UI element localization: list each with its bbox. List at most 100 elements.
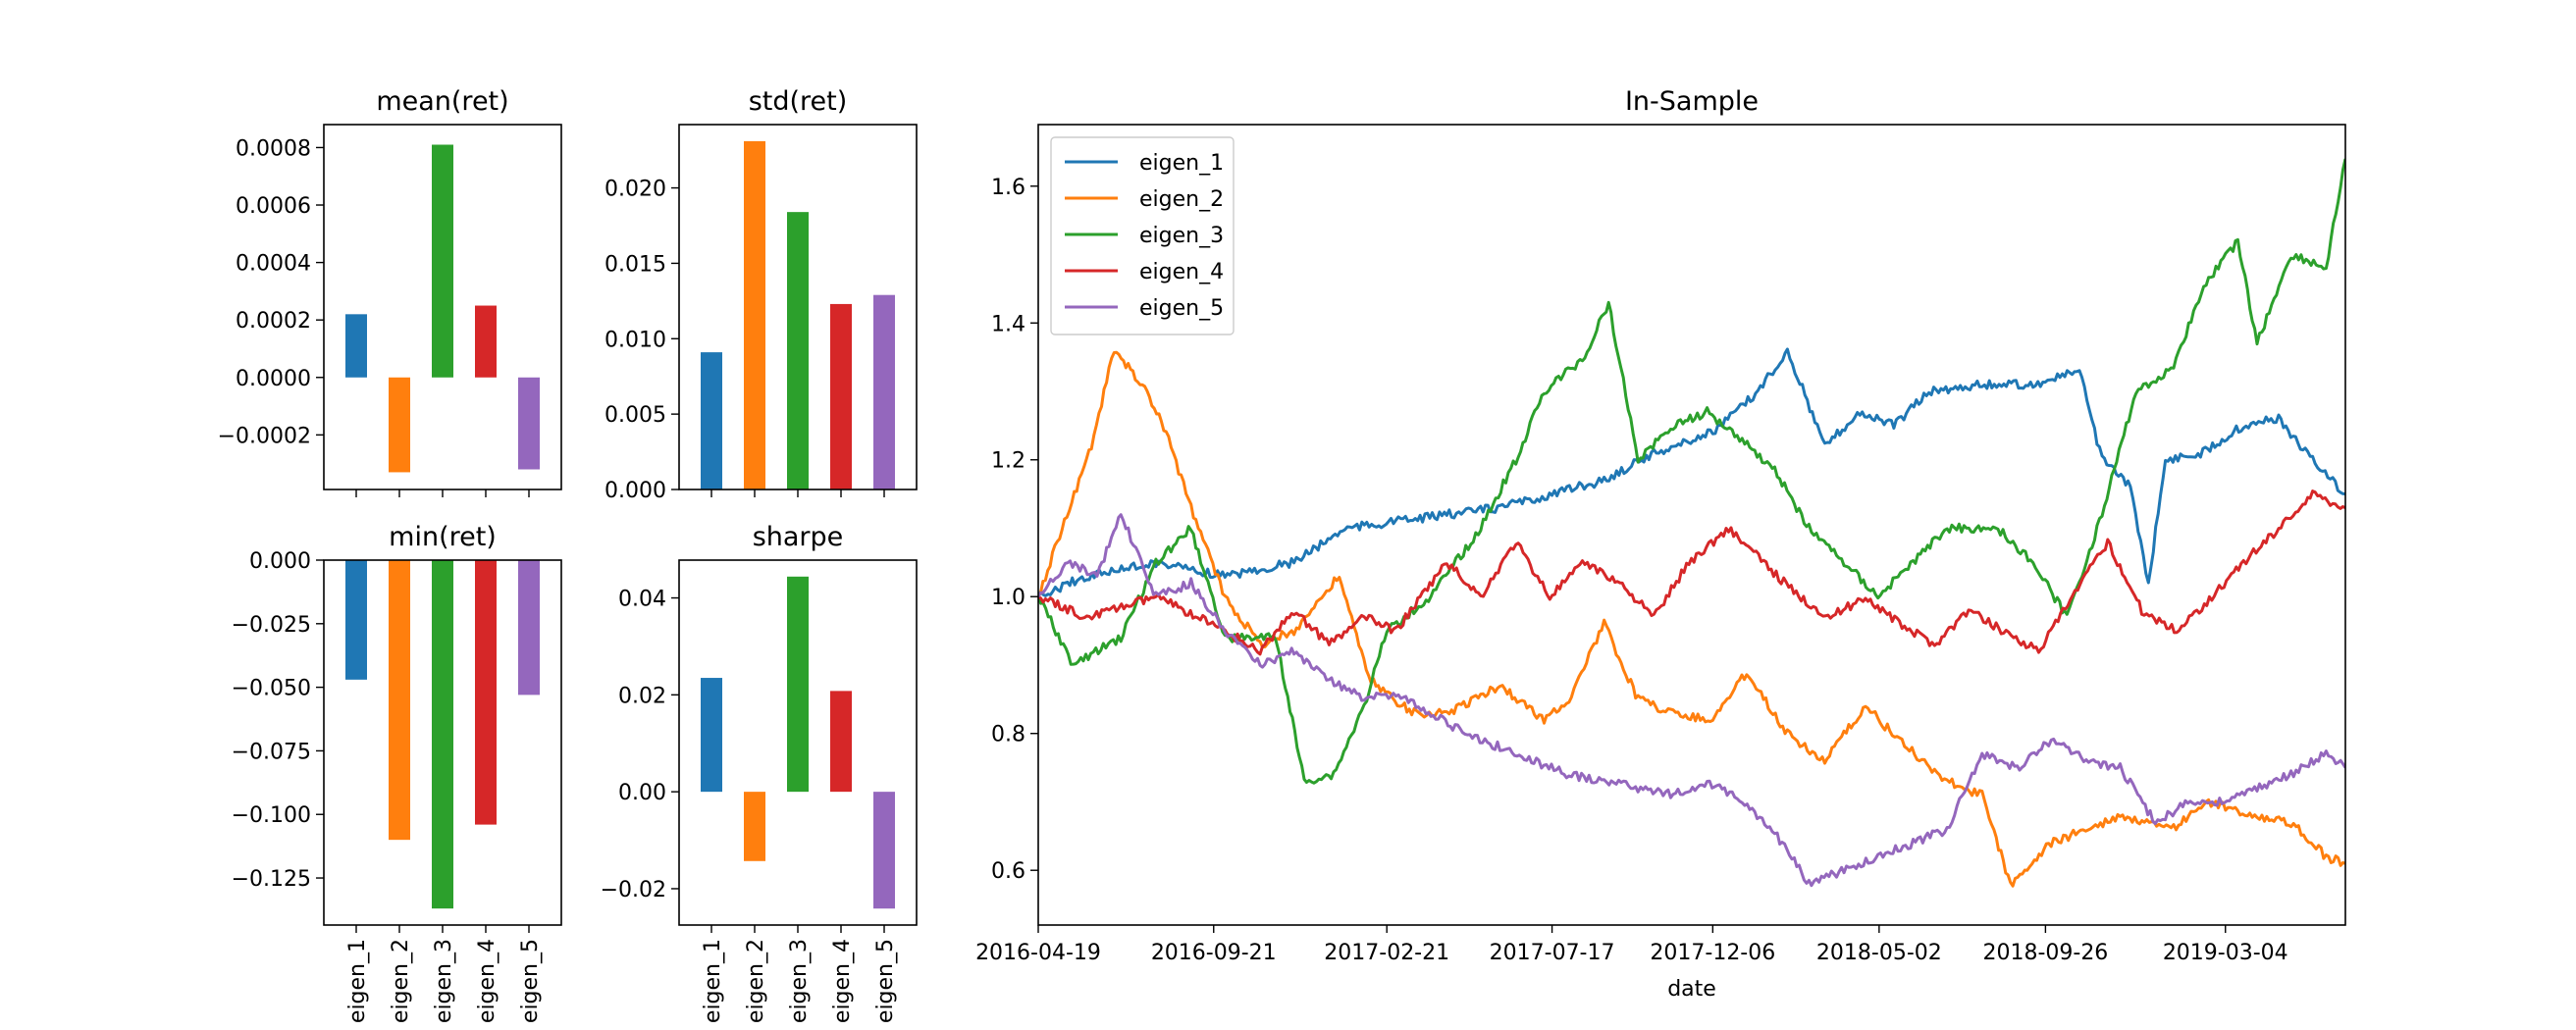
x-tick-label: eigen_1: [701, 939, 725, 1023]
axes-frame: [323, 559, 562, 926]
bar-eigen-2: [744, 140, 765, 489]
axes-frame: [678, 124, 918, 490]
x-tick-label: eigen_4: [475, 939, 499, 1023]
bar-eigen-4: [475, 305, 497, 378]
y-tick-label: 0.0008: [236, 136, 311, 161]
x-tick-label: 2018-09-26: [1982, 941, 2108, 965]
y-tick-label: 0.005: [605, 403, 666, 428]
panel-sharpe: sharpe −0.02 0.00 0.02 0.04 eigen_1 eigen_2 e…: [601, 522, 918, 1023]
bar-group: [345, 560, 540, 909]
y-axis-ticks: −0.125 −0.100 −0.075 −0.050 −0.025 0.000: [232, 549, 324, 892]
bar-eigen-1: [345, 314, 367, 378]
bar-group: [701, 576, 895, 909]
panel-title: In-Sample: [1625, 86, 1759, 117]
legend-label: eigen_3: [1139, 224, 1224, 248]
x-axis-ticks: [355, 489, 530, 497]
legend: eigen_1 eigen_2 eigen_3 eigen_4 eigen_5: [1050, 136, 1235, 335]
y-tick-label: −0.0002: [218, 424, 311, 448]
y-tick-label: 0.0002: [236, 309, 311, 334]
axes-frame: [1037, 124, 2346, 926]
x-tick-label: eigen_2: [744, 939, 768, 1023]
panel-title: mean(ret): [376, 86, 508, 117]
x-tick-label: eigen_4: [830, 939, 855, 1023]
legend-label: eigen_2: [1139, 187, 1224, 212]
bar-eigen-4: [475, 560, 497, 825]
y-tick-label: 0.6: [991, 859, 1025, 884]
y-tick-label: 0.0004: [236, 252, 311, 277]
line-group: [1038, 158, 2345, 888]
panel-mean-ret: mean(ret) −0.0002 0.0000 0.0002 0.0004 0.000…: [218, 86, 562, 497]
bar-eigen-1: [701, 678, 722, 793]
x-tick-label: eigen_2: [389, 939, 413, 1023]
y-tick-label: −0.100: [232, 803, 311, 828]
panel-std-ret: std(ret) 0.000 0.005 0.010 0.015 0.020: [605, 86, 918, 503]
y-tick-label: 0.8: [991, 723, 1025, 747]
panel-in-sample: In-Sample 0.60.81.01.21.41.6 2016-04-19 2…: [975, 86, 2346, 1002]
x-axis-ticks: [710, 489, 885, 497]
series-line-eigen-4: [1038, 489, 2345, 656]
x-tick-label: 2019-03-04: [2163, 941, 2288, 965]
bar-eigen-5: [518, 560, 540, 695]
y-axis-ticks: 0.6 0.8 1.0 1.2 1.4 1.6: [991, 176, 1038, 884]
y-tick-label: 1.0: [991, 586, 1025, 610]
x-tick-label: 2016-09-21: [1151, 941, 1277, 965]
bar-eigen-1: [345, 560, 367, 680]
x-tick-label: eigen_3: [432, 939, 456, 1023]
bar-eigen-5: [873, 294, 895, 489]
y-axis-ticks: 0.000 0.005 0.010 0.015 0.020: [605, 178, 679, 503]
legend-label: eigen_5: [1139, 296, 1224, 321]
bar-group: [345, 144, 540, 473]
bar-eigen-1: [701, 352, 722, 489]
y-axis-ticks: −0.0002 0.0000 0.0002 0.0004 0.0006 0.0008: [218, 136, 324, 448]
y-tick-label: 1.2: [991, 449, 1025, 474]
panel-title: min(ret): [389, 522, 497, 552]
y-axis-ticks: −0.02 0.00 0.02 0.04: [601, 588, 679, 902]
x-axis-ticks: eigen_1 eigen_2 eigen_3 eigen_4 eigen_5: [345, 925, 543, 1023]
bar-eigen-2: [389, 377, 410, 473]
bar-eigen-3: [432, 560, 453, 909]
bar-eigen-3: [787, 212, 809, 489]
x-tick-label: 2017-07-17: [1490, 941, 1615, 965]
bar-eigen-5: [518, 377, 540, 470]
bar-eigen-4: [830, 303, 852, 489]
series-line-eigen-1: [1038, 347, 2345, 597]
x-tick-label: 2017-02-21: [1324, 941, 1449, 965]
x-tick-label: 2018-05-02: [1816, 941, 1942, 965]
y-tick-label: 0.000: [249, 549, 311, 574]
y-tick-label: 0.04: [618, 588, 666, 612]
bar-eigen-4: [830, 691, 852, 793]
x-axis-label: date: [1667, 977, 1716, 1002]
panel-min-ret: min(ret) −0.125 −0.100 −0.075 −0.050 −0.025 0…: [232, 522, 562, 1023]
y-tick-label: −0.050: [232, 677, 311, 701]
x-tick-label: eigen_5: [518, 939, 543, 1023]
series-line-eigen-2: [1038, 350, 2345, 888]
panel-title: std(ret): [749, 86, 848, 117]
x-tick-label: 2016-04-19: [975, 941, 1101, 965]
y-tick-label: 0.0006: [236, 194, 311, 219]
series-line-eigen-3: [1038, 158, 2345, 785]
series-area: [1038, 158, 2345, 888]
y-tick-label: −0.02: [601, 878, 666, 902]
legend-label: eigen_4: [1139, 260, 1224, 284]
y-tick-label: 1.6: [991, 176, 1025, 200]
axes-frame: [678, 559, 918, 926]
y-tick-label: −0.075: [232, 740, 311, 764]
y-tick-label: 0.00: [618, 781, 666, 805]
y-tick-label: 0.02: [618, 684, 666, 708]
panel-title: sharpe: [753, 522, 844, 552]
bar-eigen-3: [432, 144, 453, 378]
y-tick-label: 0.0000: [236, 367, 311, 391]
bar-eigen-3: [787, 576, 809, 793]
y-tick-label: 0.015: [605, 252, 666, 277]
bar-eigen-5: [873, 792, 895, 909]
legend-frame: [1050, 136, 1235, 335]
legend-label: eigen_1: [1139, 151, 1224, 176]
y-tick-label: 0.010: [605, 328, 666, 352]
series-line-eigen-5: [1038, 513, 2345, 888]
x-tick-label: eigen_5: [873, 939, 898, 1023]
x-axis-ticks: 2016-04-19 2016-09-21 2017-02-21 2017-07-17…: [975, 925, 2288, 965]
y-tick-label: −0.025: [232, 613, 311, 638]
bar-group: [701, 140, 895, 489]
